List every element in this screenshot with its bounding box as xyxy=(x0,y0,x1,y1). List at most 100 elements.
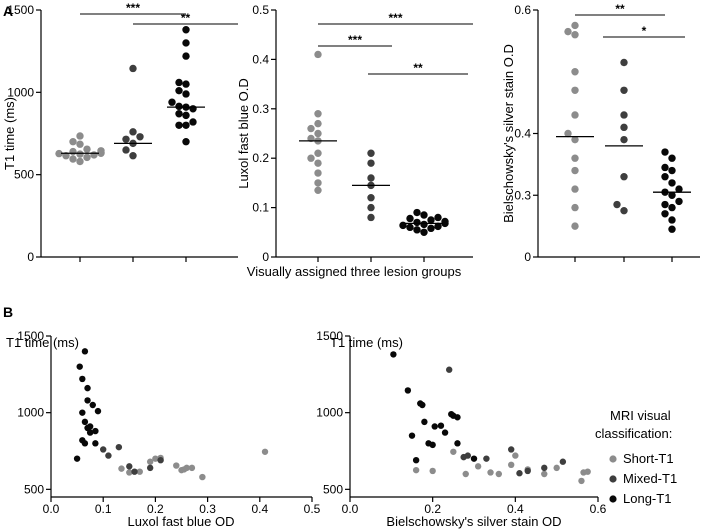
b1-point xyxy=(146,458,154,465)
a1-point xyxy=(175,86,183,95)
b2-point xyxy=(460,453,467,461)
b1-point xyxy=(126,469,133,476)
a1-point xyxy=(69,155,77,163)
a3-point xyxy=(571,154,579,162)
a2-y-tick-label: 0.4 xyxy=(252,52,269,66)
b1-point xyxy=(81,440,89,447)
b2-point xyxy=(431,423,438,430)
a3-point xyxy=(661,173,669,181)
b1-point xyxy=(188,464,196,472)
a1-point xyxy=(76,140,84,148)
b1-point xyxy=(73,455,81,462)
a2-point xyxy=(413,208,421,217)
a2-point xyxy=(307,154,315,162)
b2-point xyxy=(429,441,436,449)
b2-x-tick-label: 0.0 xyxy=(342,502,359,516)
a1-significance-label: *** xyxy=(126,1,140,15)
b2-title: T1 time (ms) xyxy=(330,335,403,350)
panel-b-label: B xyxy=(3,304,13,320)
a1-point xyxy=(69,138,77,146)
b2-point xyxy=(412,466,420,474)
a3-point xyxy=(571,111,579,119)
b2-y-tick-label: 1000 xyxy=(316,406,343,420)
a2-point xyxy=(314,169,322,177)
a2-point xyxy=(434,222,442,231)
a2-point xyxy=(406,223,414,232)
b1-point xyxy=(81,348,89,355)
group-axis-label: Visually assigned three lesion groups xyxy=(247,264,462,279)
a3-point xyxy=(620,123,628,132)
a2-significance-label: *** xyxy=(388,11,402,25)
legend-label-long: Long-T1 xyxy=(623,491,671,506)
a3-point xyxy=(675,197,683,206)
b2-point xyxy=(450,448,457,455)
a2-point xyxy=(434,213,442,222)
b2-point xyxy=(508,446,515,453)
b2-point xyxy=(487,469,494,476)
a3-significance-label: ** xyxy=(615,2,625,16)
b2-y-tick-label: 500 xyxy=(323,482,343,496)
b1-point xyxy=(180,466,188,473)
b2-point xyxy=(541,464,548,472)
a3-point xyxy=(620,111,628,119)
b1-y-tick-label: 1000 xyxy=(17,406,44,420)
a1-point xyxy=(182,52,190,60)
b2-x-tick-label: 0.2 xyxy=(424,502,441,516)
b1-point xyxy=(89,401,96,409)
b1-point xyxy=(81,418,89,426)
b2-point xyxy=(516,470,523,477)
a3-point xyxy=(571,185,579,193)
a1-point xyxy=(76,132,84,140)
b2-point xyxy=(437,422,445,429)
b2-point xyxy=(578,477,585,485)
legend: MRI visual classification: Short-T1 Mixe… xyxy=(595,408,677,506)
b2-point xyxy=(446,366,453,373)
a1-point xyxy=(182,39,190,47)
a1-point xyxy=(76,150,84,158)
legend-title-line2: classification: xyxy=(595,426,672,441)
b2-y-tick-label: 1500 xyxy=(316,329,343,343)
a2-point xyxy=(314,50,322,59)
a3-point xyxy=(571,68,579,76)
b1-point xyxy=(86,429,94,436)
a3-point xyxy=(620,135,628,144)
b2-x-label: Bielschowsky's silver stain OD xyxy=(386,514,561,529)
a3-point xyxy=(571,21,579,30)
b2-point xyxy=(508,461,515,468)
a2-y-label: Luxol fast blue O.D xyxy=(236,78,251,189)
a1-point xyxy=(129,64,137,73)
b2-point xyxy=(404,387,412,394)
a1-point xyxy=(129,152,137,160)
a2-y-tick-label: 0 xyxy=(262,250,269,264)
a2-point xyxy=(413,218,421,227)
a2-point xyxy=(314,186,322,195)
a1-point xyxy=(122,146,130,154)
b2-point xyxy=(470,455,478,462)
panel-a-label: A xyxy=(3,3,13,19)
a1-point xyxy=(175,102,183,111)
a3-point xyxy=(668,166,676,175)
b1-point xyxy=(115,443,123,451)
a1-point xyxy=(83,153,91,162)
legend-label-mixed: Mixed-T1 xyxy=(623,471,677,486)
a1-point xyxy=(182,111,190,120)
b2-point xyxy=(580,469,587,476)
b1-y-tick-label: 1500 xyxy=(17,329,44,343)
a2-point xyxy=(427,224,435,233)
a1-point xyxy=(136,133,144,141)
a3-y-tick-label: 0 xyxy=(524,250,531,264)
b2-point xyxy=(454,414,461,421)
legend-marker-mixed xyxy=(609,475,617,483)
a3-point xyxy=(668,154,676,162)
a2-point xyxy=(314,119,322,128)
a3-y-tick-label: 0.3 xyxy=(514,188,531,202)
a3-point xyxy=(571,203,579,212)
a3-point xyxy=(661,200,669,209)
b2-point xyxy=(553,464,560,472)
a2-point xyxy=(406,214,414,223)
a1-point xyxy=(129,128,137,136)
a2-point xyxy=(367,149,375,157)
a1-point xyxy=(97,147,105,155)
